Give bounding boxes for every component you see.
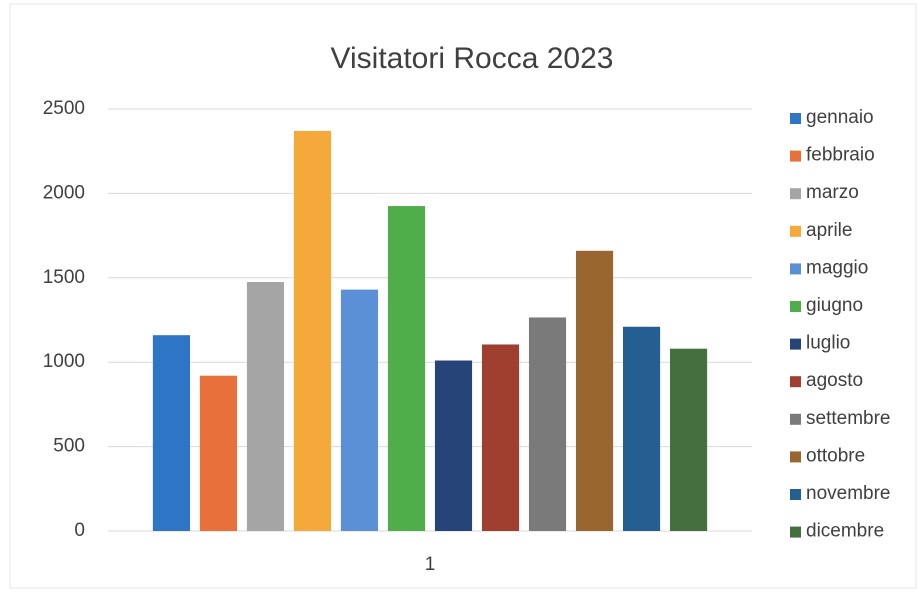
- legend-swatch: [790, 526, 801, 538]
- legend-label: agosto: [806, 370, 863, 391]
- legend-swatch: [790, 451, 801, 463]
- bar: [246, 282, 285, 531]
- legend-swatch: [790, 376, 801, 388]
- legend-label: luglio: [806, 333, 850, 354]
- bar: [481, 344, 520, 531]
- legend-swatch: [790, 188, 801, 200]
- bar: [340, 289, 379, 531]
- bar: [622, 326, 661, 531]
- y-tick-label: 1000: [43, 351, 85, 372]
- y-tick-label: 2000: [43, 182, 85, 203]
- legend-swatch: [790, 225, 801, 237]
- legend-label: febbraio: [806, 145, 875, 166]
- chart-title: Visitatori Rocca 2023: [331, 42, 614, 75]
- chart-border: [9, 3, 917, 589]
- bar: [199, 375, 238, 531]
- bar: [528, 317, 567, 531]
- legend-label: marzo: [806, 182, 859, 203]
- legend-label: maggio: [806, 257, 868, 278]
- legend-swatch: [790, 263, 801, 275]
- legend-label: ottobre: [806, 445, 865, 466]
- legend-swatch: [790, 301, 801, 312]
- bar: [152, 335, 191, 531]
- bar: [293, 130, 332, 531]
- legend-label: aprile: [806, 220, 852, 241]
- bar: [434, 360, 473, 531]
- legend-swatch: [790, 113, 801, 124]
- bar: [387, 206, 426, 531]
- y-tick-label: 500: [53, 436, 85, 457]
- legend-label: giugno: [806, 295, 863, 316]
- legend-swatch: [790, 413, 801, 425]
- y-tick-label: 0: [74, 520, 85, 541]
- x-tick-label: 1: [425, 554, 436, 575]
- legend-swatch: [790, 338, 801, 350]
- y-tick-label: 2500: [43, 98, 85, 119]
- legend-swatch: [790, 150, 801, 162]
- legend-label: novembre: [806, 483, 891, 504]
- legend-label: gennaio: [806, 107, 874, 128]
- bar: [575, 250, 614, 532]
- bar: [669, 348, 708, 531]
- legend-label: dicembre: [806, 521, 884, 542]
- legend-swatch: [790, 489, 801, 500]
- y-tick-label: 1500: [43, 267, 85, 288]
- legend-label: settembre: [806, 408, 890, 429]
